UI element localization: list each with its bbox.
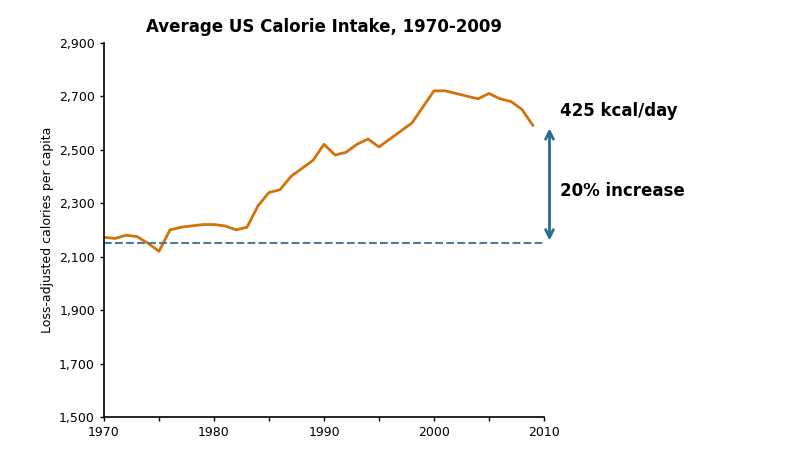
Text: 20% increase: 20% increase: [561, 182, 686, 200]
Title: Average US Calorie Intake, 1970-2009: Average US Calorie Intake, 1970-2009: [146, 18, 502, 36]
Text: 425 kcal/day: 425 kcal/day: [561, 102, 678, 120]
Y-axis label: Loss-adjusted calories per capita: Loss-adjusted calories per capita: [41, 127, 54, 333]
